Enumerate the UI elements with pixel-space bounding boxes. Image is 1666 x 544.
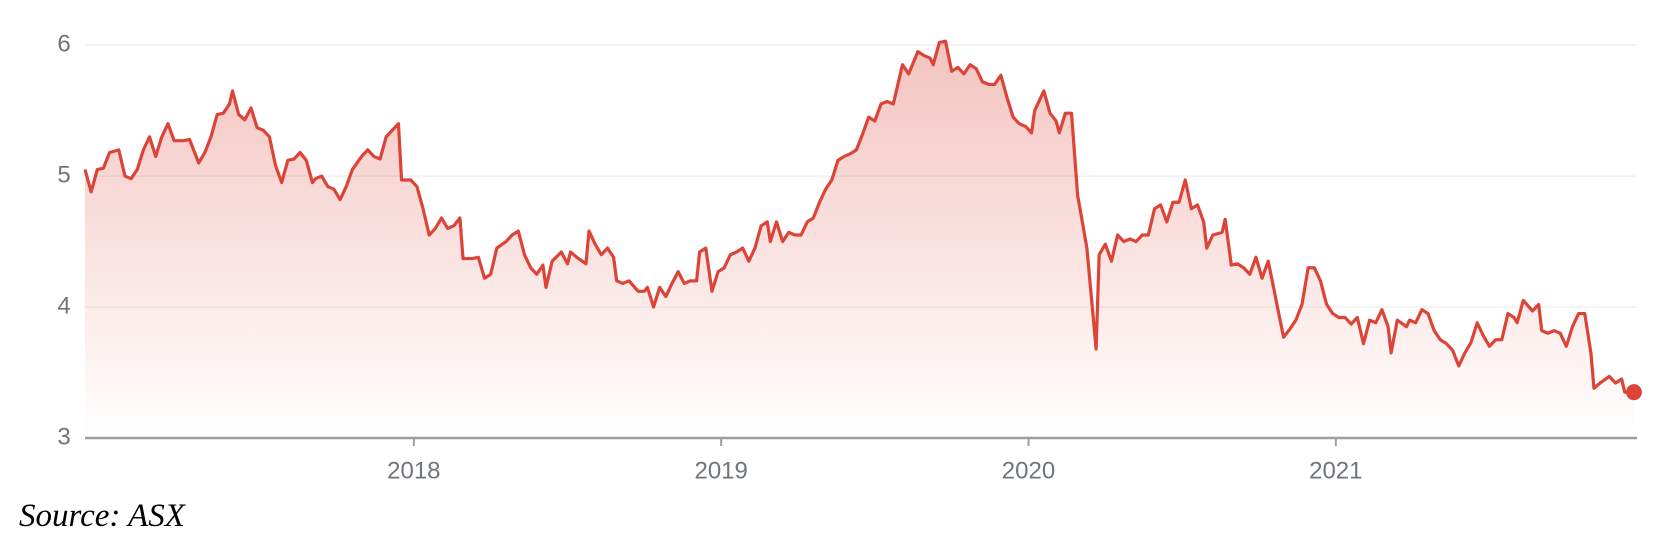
last-point-marker [1625, 384, 1642, 401]
y-tick-label: 3 [57, 423, 70, 450]
x-tick-label: 2020 [1002, 457, 1055, 484]
axes: 3 4 5 6 2018 2019 2020 2021 [57, 30, 1637, 484]
y-tick-label: 4 [57, 292, 70, 319]
x-tick-label: 2021 [1309, 457, 1362, 484]
y-tick-label: 5 [57, 161, 70, 188]
x-tick-label: 2018 [387, 457, 440, 484]
area-fill [85, 41, 1634, 439]
plot-area [83, 39, 1642, 439]
price-line [83, 39, 1634, 394]
x-tick-label: 2019 [694, 457, 747, 484]
y-tick-label: 6 [57, 30, 70, 57]
source-note: Source: ASX [19, 498, 187, 534]
